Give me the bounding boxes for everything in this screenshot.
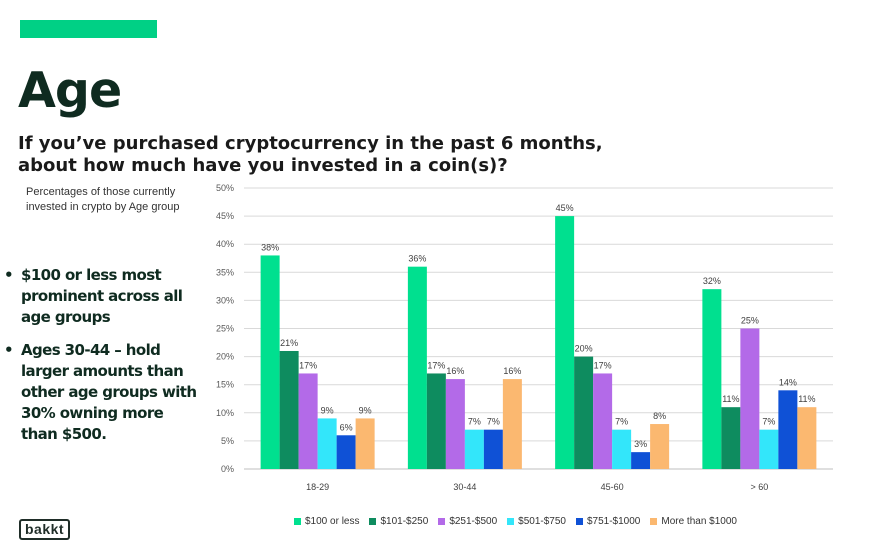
bar [483, 429, 503, 469]
legend-item: $501-$750 [507, 516, 566, 527]
legend-label: $501-$750 [518, 516, 566, 527]
y-tick-label: 45% [216, 211, 234, 221]
finding-text: $100 or less most prominent across all a… [21, 266, 183, 326]
bar [650, 424, 670, 469]
bakkt-logo: bakkt [19, 519, 71, 540]
bar [797, 407, 817, 469]
legend-swatch [294, 518, 301, 525]
data-label: 11% [798, 394, 815, 404]
legend-label: $100 or less [305, 516, 360, 527]
bar [260, 255, 280, 469]
y-tick-label: 5% [221, 436, 234, 446]
data-label: 36% [408, 254, 426, 264]
bar [298, 373, 318, 469]
x-tick-label: 30-44 [453, 482, 476, 492]
finding-text: Ages 30-44 – hold larger amounts than ot… [21, 341, 197, 443]
x-tick-label: > 60 [750, 482, 768, 492]
legend-swatch [507, 518, 515, 525]
bar [574, 356, 594, 469]
legend-label: $251-$500 [449, 516, 498, 527]
y-tick-label: 0% [221, 464, 234, 474]
legend-label: $101-$250 [380, 516, 429, 527]
y-tick-label: 10% [216, 408, 234, 418]
legend-item: More than $1000 [650, 516, 737, 527]
data-label: 7% [468, 417, 481, 427]
legend-swatch [369, 518, 377, 525]
data-label: 14% [779, 377, 797, 387]
data-label: 9% [359, 405, 372, 415]
legend-label: $751-$1000 [586, 516, 641, 527]
legend-item: $100 or less [294, 516, 359, 527]
data-label: 17% [594, 360, 612, 370]
bar [464, 429, 484, 469]
data-label: 6% [340, 422, 353, 432]
y-axis: 0% 5% 10% 15% 20% 25% 30% 35% 40% 45% 50% [216, 183, 234, 474]
bar-chart: 0% 5% 10% 15% 20% 25% 30% 35% 40% 45% 50% 38% 21% 17… [216, 183, 833, 492]
data-label: 7% [762, 417, 775, 427]
bar [317, 418, 337, 469]
bar [593, 373, 613, 469]
bullet-dot: • [4, 266, 14, 284]
legend-swatch [650, 518, 658, 525]
key-findings: • $100 or less most prominent across all… [4, 265, 204, 457]
data-label: 17% [299, 360, 317, 370]
bar [740, 328, 760, 469]
page-title: Age [18, 62, 122, 119]
y-tick-label: 30% [216, 295, 234, 305]
bars: 38%21%17%9%6%9%36%17%16%7% 7%16%45%20%17%… [260, 203, 817, 469]
data-label: 9% [321, 405, 334, 415]
legend-item: $751-$1000 [575, 516, 641, 527]
finding-item: • $100 or less most prominent across all… [4, 265, 204, 328]
accent-bar [20, 20, 157, 38]
bar [702, 289, 722, 469]
x-tick-label: 45-60 [601, 482, 624, 492]
data-label: 21% [280, 338, 298, 348]
chart-note: Percentages of those currently invested … [26, 186, 180, 213]
data-label: 32% [703, 276, 721, 286]
finding-item: • Ages 30-44 – hold larger amounts than … [4, 340, 204, 445]
data-label: 7% [615, 417, 628, 427]
legend-swatch [438, 518, 446, 525]
data-label: 16% [503, 366, 521, 376]
x-tick-label: 18-29 [306, 482, 329, 492]
data-label: 3% [634, 439, 647, 449]
bar [555, 216, 575, 469]
bar [407, 266, 427, 469]
bar [721, 407, 741, 469]
legend-item: $251-$500 [438, 516, 497, 527]
chart-legend: $100 or less $101-$250 $251-$500 $501-$7… [294, 516, 737, 527]
data-label: 38% [261, 242, 279, 252]
legend-swatch [575, 518, 583, 525]
y-tick-label: 40% [216, 239, 234, 249]
bar [355, 418, 375, 469]
data-label: 8% [653, 411, 666, 421]
data-label: 17% [427, 360, 445, 370]
y-tick-label: 25% [216, 324, 234, 334]
legend-label: More than $1000 [661, 516, 737, 527]
survey-question: If you’ve purchased cryptocurrency in th… [18, 133, 603, 176]
bullet-dot: • [4, 341, 14, 359]
y-tick-label: 35% [216, 267, 234, 277]
data-label: 25% [741, 316, 759, 326]
x-axis: 18-29 30-44 45-60 > 60 [306, 482, 768, 492]
data-label: 11% [722, 394, 739, 404]
bar [759, 429, 779, 469]
bar [778, 390, 798, 469]
data-label: 20% [575, 344, 593, 354]
data-label: 7% [487, 417, 500, 427]
data-label: 45% [556, 203, 574, 213]
bar [502, 379, 522, 469]
bar [612, 429, 632, 469]
bar [426, 373, 446, 469]
y-tick-label: 20% [216, 352, 234, 362]
bar [336, 435, 356, 469]
legend-item: $101-$250 [369, 516, 428, 527]
bar [631, 452, 651, 469]
y-tick-label: 15% [216, 380, 234, 390]
bar [279, 350, 299, 469]
y-tick-label: 50% [216, 183, 234, 193]
data-label: 16% [446, 366, 464, 376]
bar [445, 379, 465, 469]
